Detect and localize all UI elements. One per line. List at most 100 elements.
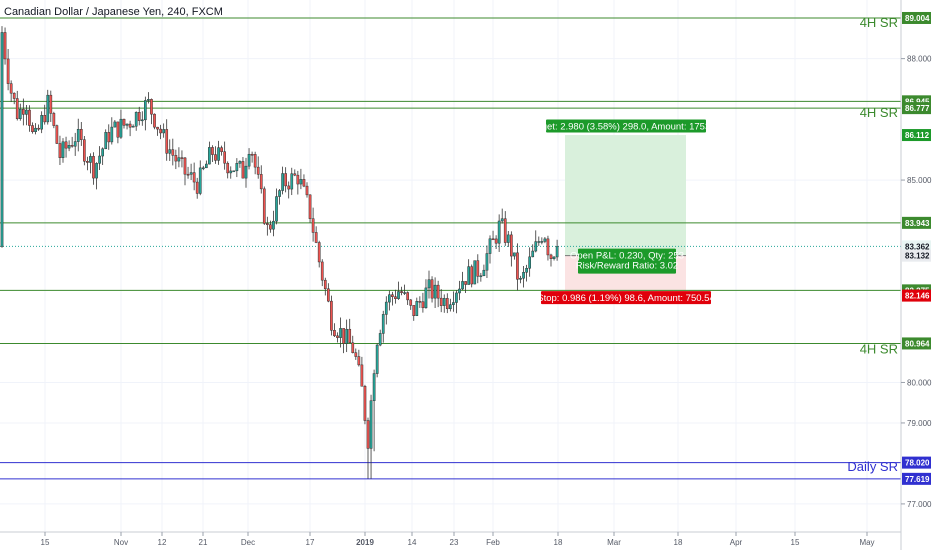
candle-body xyxy=(476,260,480,277)
candle-body xyxy=(58,143,62,158)
candle-body xyxy=(244,165,248,179)
candle-body xyxy=(327,288,330,302)
candle-body xyxy=(345,328,348,344)
candle-body xyxy=(232,170,236,173)
x-tick-label: 12 xyxy=(158,538,167,547)
candle-body xyxy=(442,298,446,306)
y-tick-label: 88.000 xyxy=(907,55,932,64)
stop-price-tag-label: 82.146 xyxy=(905,292,930,301)
candle-body xyxy=(253,154,257,168)
candle-body xyxy=(543,238,547,242)
candle-body xyxy=(296,174,300,185)
candle-body xyxy=(287,185,291,190)
candle-body xyxy=(305,185,309,196)
candle-body xyxy=(12,92,16,99)
candle-body xyxy=(31,125,34,132)
y-tick-label: 77.000 xyxy=(907,500,932,509)
target-tag-box xyxy=(546,119,706,133)
candle-body xyxy=(183,157,187,175)
candle-body xyxy=(494,238,498,244)
candle-body xyxy=(552,256,556,259)
candle-body xyxy=(67,145,71,149)
candle-body xyxy=(546,238,550,256)
candle-body xyxy=(247,153,251,167)
candle-body xyxy=(342,328,345,344)
candle-body xyxy=(433,284,437,299)
candle-body xyxy=(40,115,43,130)
candle-body xyxy=(266,223,269,225)
candle-body xyxy=(223,151,227,164)
candle-body xyxy=(528,256,531,269)
candle-body xyxy=(101,148,105,157)
candle-body xyxy=(369,400,373,449)
level-price-tag-label: 78.020 xyxy=(905,459,930,468)
candle-body xyxy=(333,330,336,337)
current-price-tag-label: 83.362 xyxy=(905,242,930,251)
candle-body xyxy=(430,279,434,299)
candle-body xyxy=(137,112,141,121)
candle-body xyxy=(201,167,205,170)
x-tick-label: 15 xyxy=(791,538,800,547)
pnl-label: Open P&L: 0.230, Qty: 253 xyxy=(570,251,684,262)
candle-body xyxy=(269,224,272,230)
candle-body xyxy=(479,275,483,278)
candle-body xyxy=(351,342,355,353)
candle-body xyxy=(311,218,315,233)
current-price-tag xyxy=(902,240,931,253)
x-tick-label: Feb xyxy=(486,538,500,547)
candle-body xyxy=(455,292,458,303)
x-tick-label: May xyxy=(859,538,874,547)
candle-body xyxy=(55,125,59,144)
candle-body xyxy=(198,167,202,194)
candle-body xyxy=(278,190,281,197)
candle-body xyxy=(513,252,516,257)
candle-body xyxy=(555,246,559,258)
candle-body xyxy=(522,272,525,279)
y-tick-label: 80.000 xyxy=(907,378,932,387)
x-tick-label: 2019 xyxy=(356,538,374,547)
candle-body xyxy=(491,238,495,241)
axis-layer[interactable]: 77.000 79.000 80.000 85.000 88.000 15 Nov 12 21 D… xyxy=(41,11,932,547)
candle-body xyxy=(61,141,65,158)
candle-body xyxy=(214,154,217,161)
candle-body xyxy=(378,333,382,346)
candle-body xyxy=(412,305,416,316)
candle-body xyxy=(500,218,504,222)
candle-body xyxy=(64,141,68,149)
y-tick-label: 85.000 xyxy=(907,176,932,185)
candle-body xyxy=(488,238,492,254)
candle-body xyxy=(37,127,40,130)
candle-body xyxy=(113,121,117,128)
candle-body xyxy=(128,123,132,128)
candle-body xyxy=(125,123,129,126)
candle-body xyxy=(6,58,10,84)
candle-body xyxy=(107,132,111,143)
x-tick-label: 14 xyxy=(408,538,417,547)
candle-body xyxy=(308,194,312,219)
candle-body xyxy=(211,147,214,155)
x-tick-label: 15 xyxy=(41,538,50,547)
candle-body xyxy=(461,281,464,290)
candle-body xyxy=(320,261,324,281)
candle-body xyxy=(357,356,361,366)
candle-body xyxy=(467,266,470,285)
candle-body xyxy=(314,232,318,243)
candle-body xyxy=(49,94,53,114)
candle-body xyxy=(153,113,156,128)
x-tick-label: Apr xyxy=(730,538,743,547)
candle-body xyxy=(424,287,428,309)
candle-body xyxy=(497,220,501,244)
x-tick-label: Mar xyxy=(607,538,621,547)
candle-body xyxy=(452,302,455,305)
candle-body xyxy=(22,108,25,115)
candle-body xyxy=(534,241,538,252)
candle-body xyxy=(418,301,422,303)
candle-body xyxy=(317,242,321,263)
candle-body xyxy=(400,291,403,293)
sr-level-label: 4H SR xyxy=(860,105,898,120)
candle-body xyxy=(134,112,138,127)
candle-body xyxy=(348,328,352,344)
sr-level-label: 4H SR xyxy=(860,15,898,30)
candle-body xyxy=(171,149,175,156)
candle-body xyxy=(28,109,31,126)
